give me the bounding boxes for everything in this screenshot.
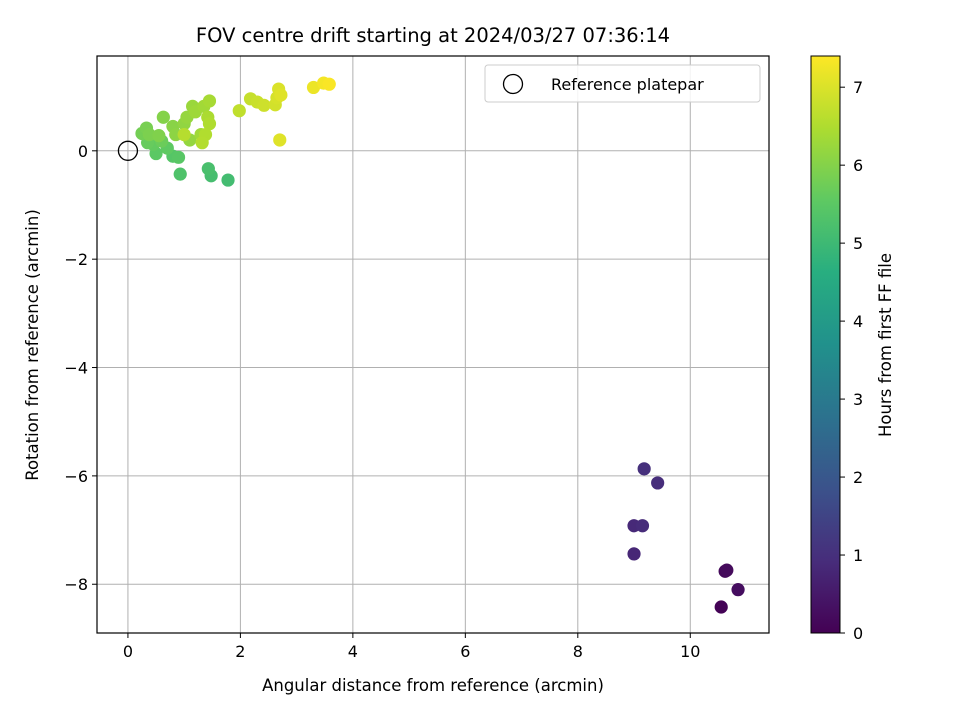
x-tick-label: 10 bbox=[680, 642, 700, 661]
data-point bbox=[202, 94, 217, 108]
y-axis-label: Rotation from reference (arcmin) bbox=[23, 209, 42, 481]
colorbar-tick-label: 2 bbox=[853, 468, 863, 487]
data-point bbox=[201, 162, 215, 176]
grid-lines bbox=[97, 56, 769, 633]
colorbar: 0 1 2 3 4 5 6 7 Hours from first FF file bbox=[810, 55, 895, 643]
data-point bbox=[171, 150, 186, 164]
x-tick-label: 4 bbox=[348, 642, 358, 661]
y-tick-label: −8 bbox=[64, 575, 88, 594]
data-point bbox=[221, 173, 235, 187]
data-points bbox=[135, 76, 745, 614]
data-point bbox=[195, 136, 209, 150]
legend: Reference platepar bbox=[484, 64, 761, 103]
data-point bbox=[731, 583, 745, 597]
data-point bbox=[173, 167, 187, 181]
legend-entry-reference: Reference platepar bbox=[551, 75, 704, 94]
y-tick-label: −2 bbox=[64, 250, 88, 269]
colorbar-tick-label: 1 bbox=[853, 546, 863, 565]
data-point bbox=[274, 88, 288, 102]
reference-marker-layer bbox=[117, 140, 139, 161]
colorbar-tick-label: 3 bbox=[853, 390, 863, 409]
y-axis-ticks: 0 −2 −4 −6 −8 bbox=[64, 142, 97, 594]
x-tick-label: 6 bbox=[460, 642, 470, 661]
colorbar-label: Hours from first FF file bbox=[876, 253, 895, 437]
data-point bbox=[257, 98, 271, 112]
x-tick-label: 2 bbox=[235, 642, 245, 661]
data-point bbox=[156, 110, 170, 124]
colorbar-tick-label: 6 bbox=[853, 156, 863, 175]
colorbar-gradient bbox=[810, 55, 841, 634]
colorbar-tick-label: 7 bbox=[853, 78, 863, 97]
colorbar-tick-label: 5 bbox=[853, 234, 863, 253]
plot-frame bbox=[96, 55, 770, 634]
y-tick-label: −4 bbox=[64, 359, 88, 378]
data-point bbox=[635, 519, 650, 533]
data-point bbox=[142, 127, 156, 142]
data-point bbox=[637, 462, 651, 476]
legend-box bbox=[484, 64, 761, 103]
colorbar-tick-label: 0 bbox=[853, 624, 863, 643]
data-point bbox=[232, 104, 246, 118]
data-point bbox=[152, 129, 166, 143]
reference-platepar-marker bbox=[117, 140, 139, 161]
y-tick-label: −6 bbox=[64, 467, 88, 486]
data-point bbox=[651, 476, 665, 490]
data-point bbox=[322, 77, 336, 91]
y-tick-label: 0 bbox=[78, 142, 88, 161]
data-point bbox=[177, 127, 191, 142]
data-point bbox=[306, 80, 321, 95]
data-point bbox=[627, 547, 641, 561]
x-axis-label: Angular distance from reference (arcmin) bbox=[262, 676, 604, 695]
data-point bbox=[273, 133, 287, 147]
x-axis-ticks: 0 2 4 6 8 10 bbox=[123, 633, 700, 661]
colorbar-ticks: 0 1 2 3 4 5 6 7 bbox=[840, 78, 863, 643]
x-tick-label: 8 bbox=[573, 642, 583, 661]
chart-title: FOV centre drift starting at 2024/03/27 … bbox=[196, 24, 670, 47]
data-point bbox=[720, 563, 734, 577]
colorbar-tick-label: 4 bbox=[853, 312, 863, 331]
x-tick-label: 0 bbox=[123, 642, 133, 661]
data-point bbox=[202, 117, 217, 131]
legend-reference-marker bbox=[502, 73, 524, 95]
data-point bbox=[714, 600, 728, 614]
